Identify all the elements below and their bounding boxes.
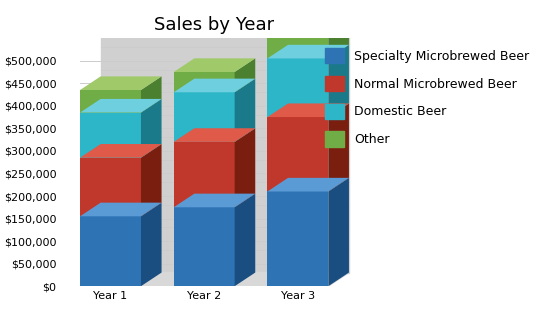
- Bar: [174, 72, 235, 92]
- Polygon shape: [267, 178, 349, 191]
- Polygon shape: [174, 79, 255, 92]
- Polygon shape: [328, 45, 349, 117]
- Bar: [267, 191, 328, 286]
- Polygon shape: [174, 194, 255, 207]
- Bar: [80, 113, 141, 158]
- Polygon shape: [141, 76, 162, 113]
- Polygon shape: [80, 99, 162, 113]
- Polygon shape: [80, 144, 162, 158]
- Polygon shape: [80, 76, 162, 90]
- Polygon shape: [174, 58, 255, 72]
- Polygon shape: [328, 18, 349, 59]
- Title: Sales by Year: Sales by Year: [155, 16, 274, 34]
- Bar: [80, 216, 141, 286]
- Polygon shape: [174, 128, 255, 142]
- Bar: [174, 142, 235, 207]
- Polygon shape: [235, 128, 255, 207]
- Polygon shape: [328, 103, 349, 191]
- Bar: [174, 207, 235, 286]
- Polygon shape: [235, 194, 255, 286]
- Polygon shape: [235, 79, 255, 142]
- Bar: [267, 31, 328, 59]
- Polygon shape: [80, 273, 349, 286]
- Legend: Specialty Microbrewed Beer, Normal Microbrewed Beer, Domestic Beer, Other: Specialty Microbrewed Beer, Normal Micro…: [321, 45, 533, 150]
- Polygon shape: [328, 178, 349, 286]
- Polygon shape: [267, 45, 349, 59]
- Polygon shape: [141, 203, 162, 286]
- Bar: [174, 92, 235, 142]
- Polygon shape: [141, 144, 162, 216]
- Polygon shape: [141, 99, 162, 158]
- Bar: [80, 90, 141, 113]
- Bar: [267, 117, 328, 191]
- Polygon shape: [235, 58, 255, 92]
- Polygon shape: [267, 18, 349, 31]
- Polygon shape: [101, 24, 349, 273]
- Bar: [267, 59, 328, 117]
- Polygon shape: [80, 203, 162, 216]
- Polygon shape: [267, 103, 349, 117]
- Bar: [80, 158, 141, 216]
